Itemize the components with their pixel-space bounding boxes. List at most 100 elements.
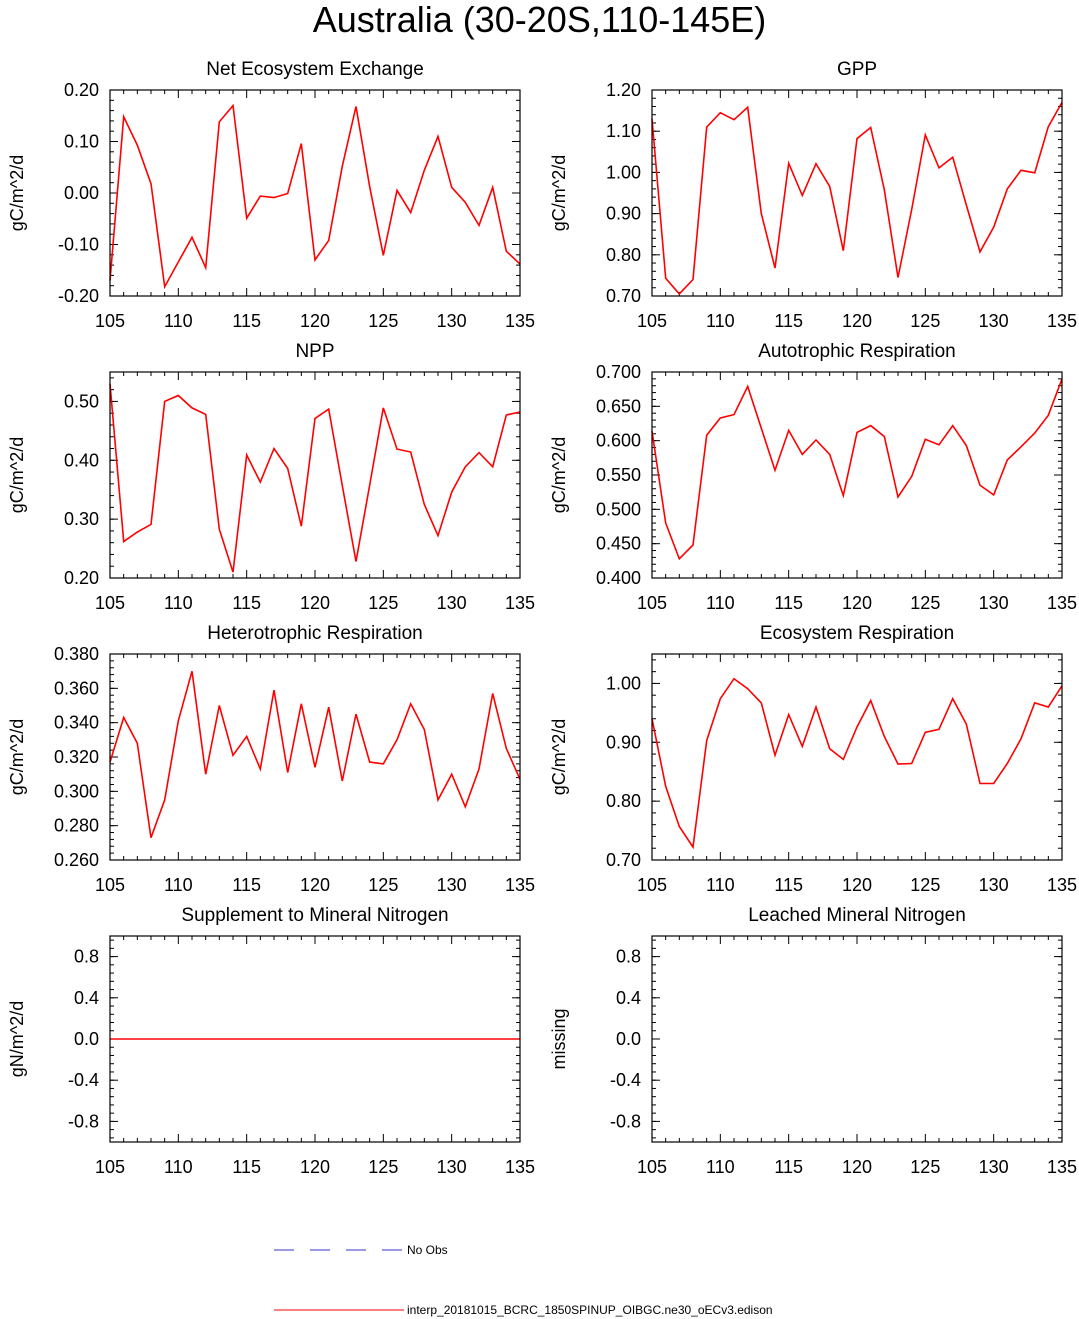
x-tick-label: 120 (842, 875, 872, 895)
x-tick-label: 125 (368, 875, 398, 895)
y-tick-label: -0.4 (610, 1070, 641, 1090)
y-tick-label: -0.20 (58, 286, 99, 306)
series-line (651, 102, 1063, 296)
x-tick-label: 120 (300, 311, 330, 331)
figure-title: Australia (30-20S,110-145E) (312, 0, 767, 40)
x-tick-label: 110 (164, 593, 193, 613)
legend: No Obs interp_20181015_BCRC_1850SPINUP_O… (274, 1243, 773, 1317)
panels-group: Net Ecosystem Exchange gC/m^2/d 105 110 115 1… (7, 59, 1077, 1177)
y-tick-label: 1.20 (606, 80, 641, 100)
x-tick-label: 105 (95, 1157, 125, 1177)
x-tick-label: 105 (637, 1157, 667, 1177)
y-tick-label: 0.8 (74, 947, 99, 967)
x-tick-label: 125 (910, 593, 940, 613)
x-tick-label: 130 (979, 1157, 1009, 1177)
series-line (109, 383, 521, 573)
x-tick-label: 110 (706, 311, 735, 331)
x-tick-label: 115 (774, 1157, 803, 1177)
panel-title: Leached Mineral Nitrogen (748, 905, 966, 926)
y-tick-label: 0.700 (596, 362, 641, 382)
y-tick-label: 0.300 (54, 781, 99, 801)
y-tick-label: 0.00 (64, 183, 99, 203)
panel-title: GPP (837, 59, 877, 80)
x-tick-label: 120 (842, 1157, 872, 1177)
plot-frame (651, 371, 1063, 579)
x-tick-label: 110 (164, 311, 193, 331)
x-tick-label: 115 (774, 593, 803, 613)
panel-4: Autotrophic Respiration gC/m^2/d 105 110 115… (549, 341, 1077, 613)
x-tick-label: 120 (300, 593, 330, 613)
x-tick-label: 125 (910, 875, 940, 895)
x-tick-label: 125 (368, 593, 398, 613)
y-tick-label: 1.10 (606, 121, 641, 141)
y-tick-label: 0.4 (74, 988, 99, 1008)
y-tick-label: 0.0 (74, 1029, 99, 1049)
x-tick-label: 135 (505, 1157, 535, 1177)
y-tick-label: 0.4 (616, 988, 641, 1008)
y-tick-label: 0.0 (616, 1029, 641, 1049)
y-tick-label: -0.8 (610, 1111, 641, 1131)
x-tick-label: 135 (505, 875, 535, 895)
y-tick-label: 0.90 (606, 204, 641, 224)
x-tick-label: 120 (300, 875, 330, 895)
y-tick-label: 0.80 (606, 791, 641, 811)
plot-frame (651, 89, 1063, 297)
x-tick-label: 105 (95, 311, 125, 331)
x-tick-label: 115 (232, 875, 261, 895)
x-tick-label: 110 (164, 875, 193, 895)
x-tick-label: 135 (505, 311, 535, 331)
plot-frame (651, 653, 1063, 861)
y-tick-label: 0.650 (596, 396, 641, 416)
y-tick-label: 0.10 (64, 132, 99, 152)
y-tick-label: 0.360 (54, 678, 99, 698)
y-axis-label: missing (549, 1008, 569, 1069)
series-line (651, 677, 1063, 850)
y-tick-label: -0.8 (68, 1111, 99, 1131)
y-tick-label: 0.40 (64, 450, 99, 470)
x-tick-label: 105 (95, 875, 125, 895)
x-tick-label: 135 (1047, 311, 1077, 331)
y-axis-label: gC/m^2/d (549, 155, 569, 231)
plot-frame (651, 935, 1063, 1143)
x-tick-label: 120 (842, 593, 872, 613)
y-tick-label: 0.8 (616, 947, 641, 967)
x-tick-label: 120 (300, 1157, 330, 1177)
x-tick-label: 135 (1047, 593, 1077, 613)
y-tick-label: 0.500 (596, 499, 641, 519)
x-tick-label: 130 (437, 593, 467, 613)
y-tick-label: 0.20 (64, 80, 99, 100)
y-tick-label: 0.320 (54, 747, 99, 767)
x-tick-label: 110 (164, 1157, 193, 1177)
y-tick-label: 0.70 (606, 286, 641, 306)
x-tick-label: 130 (437, 311, 467, 331)
plot-frame (109, 935, 521, 1143)
x-tick-label: 105 (637, 593, 667, 613)
y-tick-label: 0.50 (64, 391, 99, 411)
x-tick-label: 110 (706, 593, 735, 613)
x-tick-label: 115 (232, 1157, 261, 1177)
y-axis-label: gC/m^2/d (7, 437, 27, 513)
y-tick-label: -0.10 (58, 235, 99, 255)
y-tick-label: 0.400 (596, 568, 641, 588)
y-tick-label: 0.260 (54, 850, 99, 870)
x-tick-label: 110 (706, 875, 735, 895)
x-tick-label: 125 (368, 1157, 398, 1177)
series-line (651, 378, 1063, 561)
y-tick-label: 0.70 (606, 850, 641, 870)
y-axis-label: gC/m^2/d (549, 719, 569, 795)
x-tick-label: 135 (505, 593, 535, 613)
y-axis-label: gN/m^2/d (7, 1001, 27, 1077)
x-tick-label: 130 (437, 1157, 467, 1177)
plot-frame (109, 653, 521, 861)
y-tick-label: 0.340 (54, 713, 99, 733)
panel-5: Heterotrophic Respiration gC/m^2/d 105 110 1… (7, 623, 535, 895)
panel-title: Net Ecosystem Exchange (206, 59, 424, 80)
panel-7: Supplement to Mineral Nitrogen gN/m^2/d 10… (7, 905, 535, 1177)
y-tick-label: 0.550 (596, 465, 641, 485)
y-axis-label: gC/m^2/d (7, 155, 27, 231)
x-tick-label: 105 (637, 311, 667, 331)
x-tick-label: 125 (368, 311, 398, 331)
y-tick-label: -0.4 (68, 1070, 99, 1090)
y-axis-label: gC/m^2/d (549, 437, 569, 513)
